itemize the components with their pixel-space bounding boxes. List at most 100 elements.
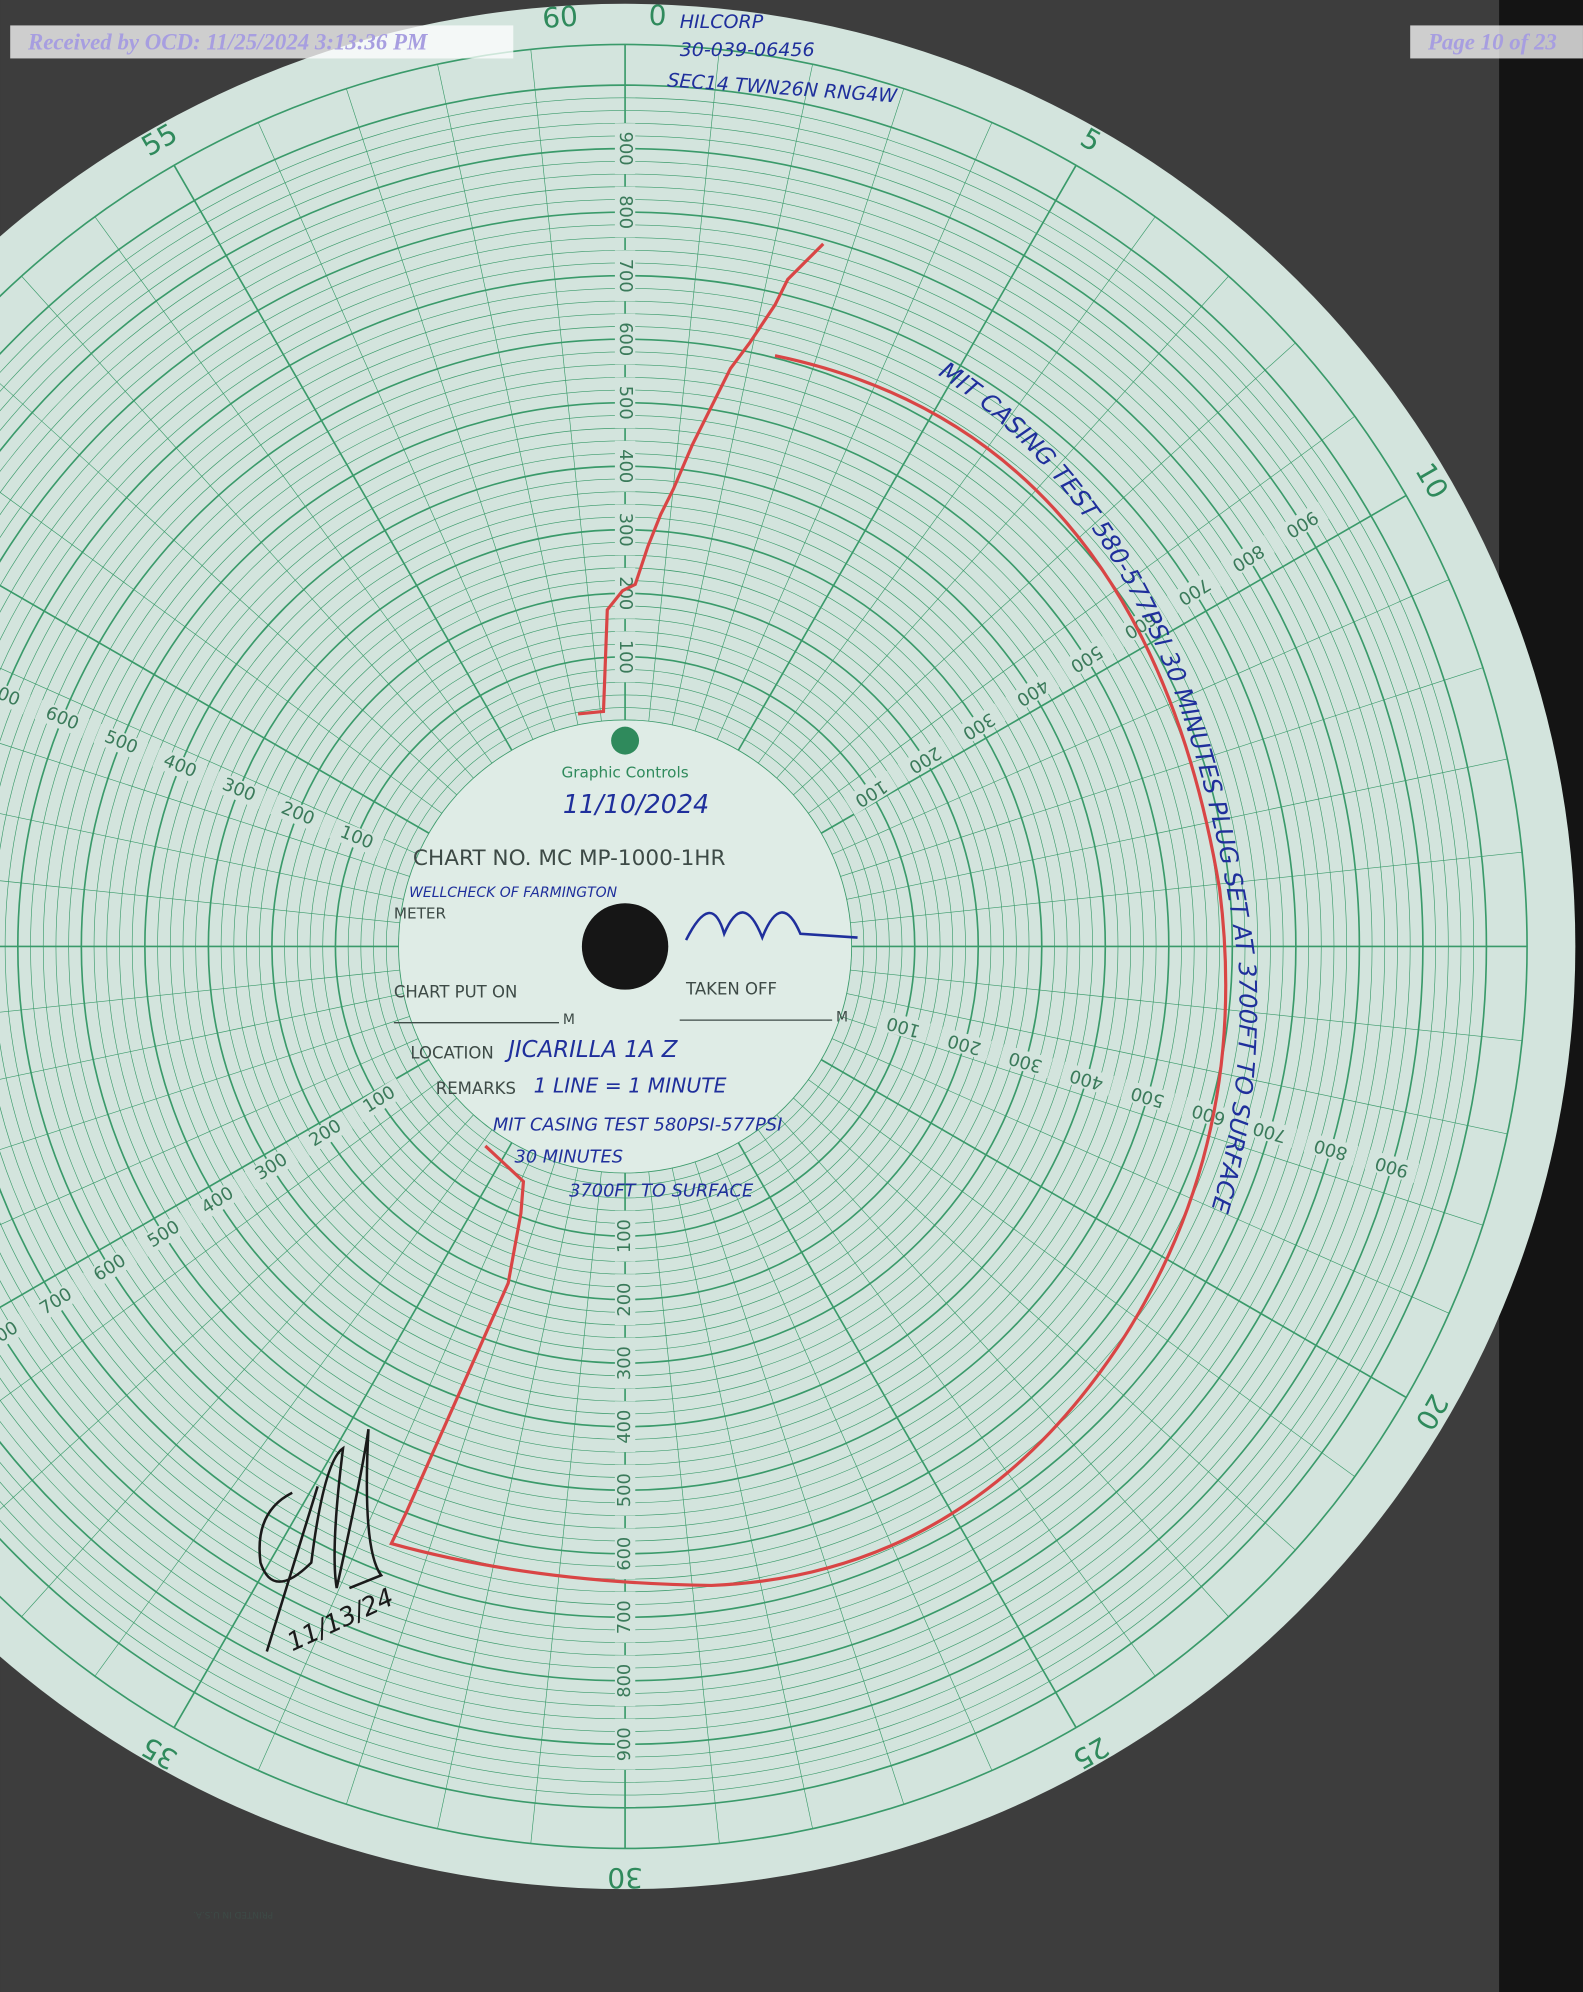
minute-line: [846, 758, 1508, 900]
minute-line: [807, 416, 1355, 814]
label-bg: [998, 1044, 1053, 1079]
minute-line: [807, 1079, 1355, 1477]
pressure-label: 100: [615, 640, 636, 674]
minute-line: [0, 743, 411, 877]
label-bg: [1242, 1114, 1298, 1149]
minute-line: [0, 491, 443, 814]
minute-label: 30: [607, 1861, 643, 1894]
minute-line: [257, 122, 534, 741]
note-3: 3700FT TO SURFACE: [569, 1181, 754, 1202]
minute-line: [530, 1171, 602, 1844]
label-bg: [29, 1279, 84, 1324]
label-bg: [1059, 636, 1114, 681]
label-bg: [270, 795, 325, 834]
remarks-value: 1 LINE = 1 MINUTE: [534, 1074, 727, 1098]
center-hole: [581, 903, 669, 990]
label-bg: [843, 770, 898, 816]
minute-line: [648, 1171, 720, 1844]
pressure-label: 600: [615, 322, 636, 356]
minute-line: [757, 1129, 1156, 1677]
label-bg: [0, 1313, 30, 1358]
minute-line: [437, 64, 579, 726]
minute-line: [173, 164, 513, 752]
minute-line: [831, 579, 1450, 855]
meter-label: METER: [394, 905, 447, 923]
pressure-label: 900: [614, 1727, 635, 1761]
label-bg: [614, 377, 636, 429]
minute-line: [0, 993, 404, 1080]
pressure-label: 500: [615, 386, 636, 420]
minute-line: [21, 1114, 475, 1617]
minute-line: [0, 1016, 411, 1150]
label-bg: [614, 1274, 636, 1326]
pressure-trace: [389, 242, 1228, 1588]
taken-off-m: M: [836, 1009, 848, 1025]
minute-line: [0, 1079, 443, 1401]
pressure-label: 100: [614, 1219, 635, 1253]
minute-line: [671, 64, 813, 726]
remarks-label: REMARKS: [436, 1079, 516, 1098]
minute-line: [0, 969, 401, 1013]
minute-line: [0, 383, 458, 796]
minute-line: [94, 1129, 493, 1677]
minute-line: [849, 969, 1523, 1042]
minute-line: [716, 122, 993, 741]
label-bg: [614, 1401, 636, 1453]
page-bg: [1410, 25, 1583, 59]
label-bg: [614, 250, 636, 302]
label-bg: [1220, 535, 1275, 580]
label-bg: [137, 1212, 191, 1257]
minute-label: 60: [541, 0, 579, 35]
minute-line: [831, 1038, 1450, 1314]
label-bg: [614, 1655, 636, 1707]
label-bg: [614, 186, 636, 238]
pressure-label: 500: [614, 1473, 635, 1507]
minute-line: [849, 851, 1523, 924]
note-2: 30 MINUTES: [515, 1146, 623, 1167]
label-bg: [1364, 1149, 1420, 1184]
minute-line: [694, 88, 905, 732]
label-bg: [0, 676, 31, 715]
pressure-label: 200: [614, 1283, 635, 1317]
label-bg: [1274, 501, 1329, 546]
label-bg: [937, 1027, 992, 1061]
minute-line: [757, 216, 1156, 764]
minute-line: [820, 494, 1407, 835]
signature-blue: [684, 911, 858, 942]
label-bg: [352, 1077, 407, 1123]
label-bg: [1181, 1097, 1237, 1131]
minute-line: [0, 813, 404, 900]
put-on-label: CHART PUT ON: [394, 982, 517, 1001]
minute-line: [257, 1152, 534, 1771]
minute-line: [737, 1141, 1077, 1729]
label-bg: [614, 567, 636, 619]
chart-date: 11/10/2024: [563, 789, 709, 819]
label-bg: [614, 504, 636, 556]
label-bg: [614, 1464, 636, 1516]
meter-name: WELLCHECK OF FARMINGTON: [409, 885, 618, 901]
minute-line: [776, 1114, 1229, 1617]
label-bg: [298, 1111, 353, 1156]
label-bg: [614, 1528, 636, 1580]
pressure-label: 300: [615, 513, 636, 547]
label-bg: [614, 123, 636, 175]
stamp-bg: [10, 25, 514, 59]
label-bg: [190, 1178, 245, 1224]
api-number: 30-039-06456: [680, 39, 815, 61]
pressure-label: 900: [615, 132, 636, 166]
taken-off-label: TAKEN OFF: [685, 980, 777, 999]
minute-line: [0, 1097, 458, 1510]
logo: [611, 726, 640, 755]
minute-line: [0, 1058, 430, 1309]
minute-line: [94, 216, 493, 764]
minute-line: [846, 993, 1508, 1135]
pressure-label: 200: [615, 576, 636, 610]
label-bg: [614, 440, 636, 492]
label-bg: [1120, 1079, 1175, 1114]
label-bg: [1005, 669, 1060, 715]
page-number: Page 10 of 23: [1427, 30, 1557, 55]
brand: Graphic Controls: [561, 763, 688, 781]
minute-line: [820, 1058, 1407, 1399]
label-bg: [614, 313, 636, 365]
